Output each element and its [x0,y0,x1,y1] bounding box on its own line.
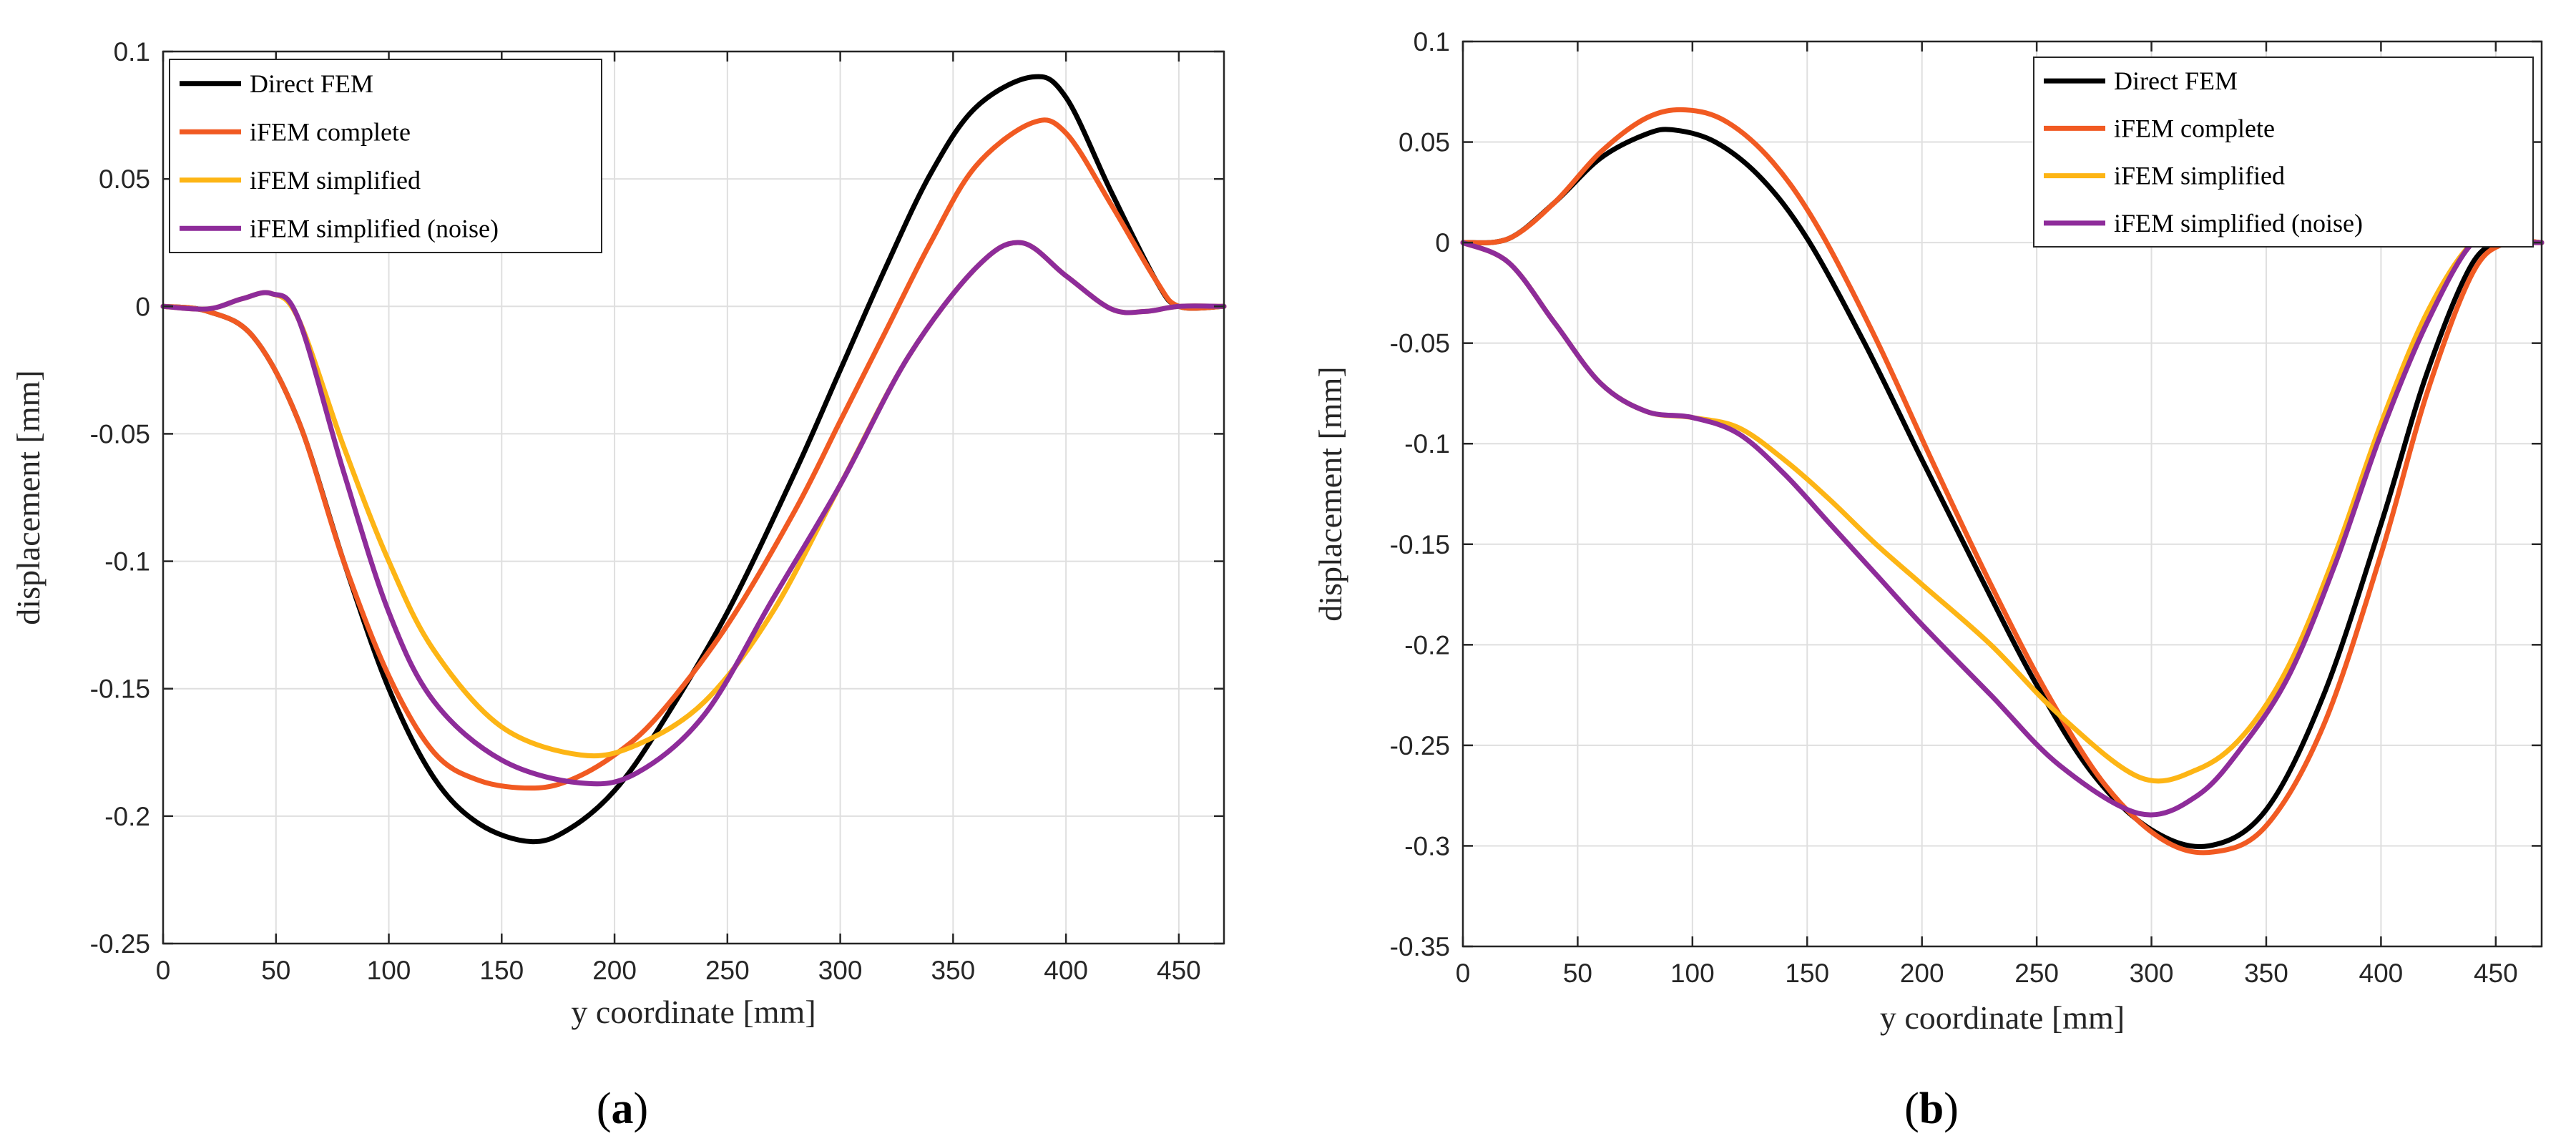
y-tick-label: -0.1 [1404,429,1450,459]
series-line-ifem-simplified-noise [160,240,1227,787]
y-tick-label: -0.2 [104,802,150,831]
x-axis-title: y coordinate [mm] [571,994,816,1030]
legend: Direct FEM iFEM complete iFEM simplified iF… [169,59,602,253]
legend-label-ifem-simplified-noise: iFEM simplified (noise) [250,214,499,243]
y-tick-label: 0.1 [1414,27,1450,57]
y-tick-label: 0.1 [114,37,150,67]
y-tick-label: -0.05 [90,419,150,449]
x-tick-label: 0 [1456,959,1471,988]
legend-box [169,59,602,253]
x-tick-label: 350 [931,956,975,985]
series-line-ifem-complete [160,117,1227,791]
axes-box [162,50,1225,945]
chart-panel-a: 0 50 100 150 200 250 300 350 400 450 -0.25 -0.2 -0.1… [10,37,1227,1030]
x-tick-label: 50 [1563,959,1592,988]
y-axis-title: displacement [mm] [1312,366,1348,621]
x-axis-title: y coordinate [mm] [1880,999,2125,1036]
chart-panel-b: 0 50 100 150 200 250 300 350 400 450 -0.35 -0.3 -0.2… [1312,27,2545,1036]
x-tick-label: 300 [2130,959,2174,988]
legend-box [2033,57,2534,248]
y-axis-title: displacement [mm] [10,370,46,625]
axes-box [1461,40,2543,948]
x-tick-label: 250 [705,956,750,985]
legend-label-direct-fem: Direct FEM [2114,67,2238,95]
y-tick-label: 0.05 [1399,128,1450,157]
legend-label-ifem-complete: iFEM complete [2114,114,2275,142]
y-tick-label: 0.05 [99,165,150,194]
x-tick-label: 0 [156,956,171,985]
x-tick-label: 300 [818,956,863,985]
legend: Direct FEM iFEM complete iFEM simplified iF… [2033,57,2534,248]
x-tick-label: 350 [2244,959,2288,988]
y-tick-label: 0 [135,292,150,321]
y-tick-label: 0 [1435,228,1450,258]
x-tick-label: 150 [479,956,524,985]
legend-label-ifem-simplified: iFEM simplified [2114,162,2285,190]
legend-label-ifem-simplified-noise: iFEM simplified (noise) [2114,209,2363,237]
y-tick-label: -0.15 [1390,530,1450,559]
series-line-ifem-simplified-noise [1460,234,2545,818]
legend-label-direct-fem: Direct FEM [250,69,373,98]
x-tick-label: 200 [592,956,637,985]
series-line-ifem-complete [1460,107,2545,856]
y-tick-label: -0.05 [1390,329,1450,358]
x-tick-label: 250 [2014,959,2059,988]
y-tick-label: -0.15 [90,675,150,704]
x-tick-label: 450 [1157,956,1201,985]
y-tick-label: -0.25 [90,929,150,959]
y-tick-label: -0.35 [1390,932,1450,961]
caption-b: (b) [1904,1084,1959,1133]
x-tick-label: 100 [367,956,411,985]
x-tick-label: 200 [1900,959,1944,988]
y-tick-label: -0.2 [1404,630,1450,660]
x-tick-label: 400 [1044,956,1088,985]
legend-label-ifem-simplified: iFEM simplified [250,166,421,195]
legend-label-ifem-complete: iFEM complete [250,117,411,146]
x-tick-label: 400 [2359,959,2404,988]
y-tick-label: -0.3 [1404,831,1450,861]
x-tick-label: 150 [1785,959,1829,988]
caption-a: (a) [597,1084,648,1133]
series-line-direct-fem [1460,127,2545,849]
x-tick-label: 50 [261,956,290,985]
y-tick-label: -0.1 [104,547,150,577]
x-tick-label: 450 [2474,959,2518,988]
y-tick-label: -0.25 [1390,731,1450,760]
x-tick-label: 100 [1670,959,1715,988]
